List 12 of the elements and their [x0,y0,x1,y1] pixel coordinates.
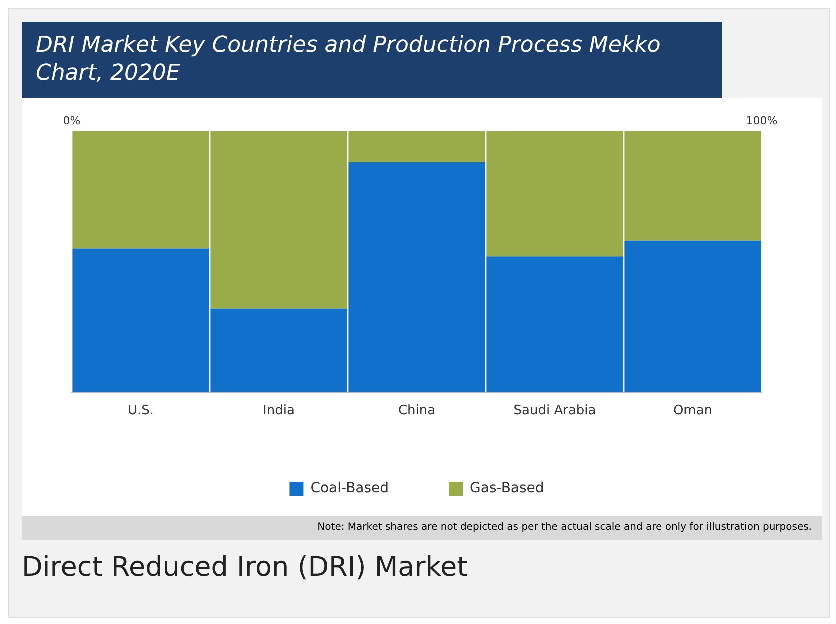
text: Direct Reduced Iron (DRI) Market [22,552,468,583]
chart-title: DRI Market Key Countries and Production Process Mekko Chart, 2020E [22,22,722,98]
text: Note: Market shares are not depicted as per the actual scale and are only for illustration purposes. [22,516,822,540]
legend-label: Coal-Based [310,480,390,497]
x-tick-label: India [263,404,295,419]
legend-label: Gas-Based [470,480,544,497]
x-tick-label: Oman [673,404,713,419]
x2-tick-label: 0% [63,114,81,128]
x-tick-label: China [398,404,436,419]
x-tick-label: U.S. [128,404,154,419]
x-tick-label: Saudi Arabia [514,404,596,419]
x2-tick-label: 100% [746,114,778,128]
